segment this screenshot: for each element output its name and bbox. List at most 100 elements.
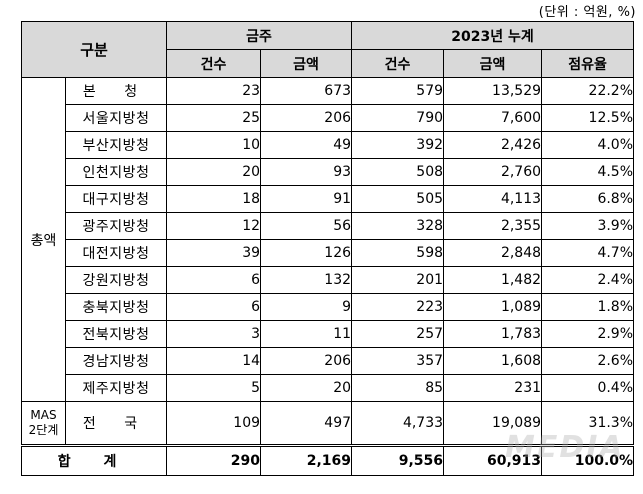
week-amount-cell: 206: [260, 347, 353, 375]
table-row: 인천지방청 20 93 508 2,760 4.5%: [22, 158, 635, 186]
group-mas-label-line1: MAS: [30, 408, 57, 422]
cum-amount-cell: 1,482: [443, 266, 543, 294]
region-cell: 대구지방청: [64, 185, 168, 213]
region-cell: 대전지방청: [64, 239, 168, 267]
cum-count-cell: 357: [351, 347, 445, 375]
week-amount-cell: 49: [260, 131, 353, 159]
cum-count-cell: 223: [351, 293, 445, 321]
table-row: 강원지방청 6 132 201 1,482 2.4%: [22, 266, 635, 294]
week-count-cell: 25: [166, 104, 262, 132]
week-count-cell: 39: [166, 239, 262, 267]
cum-amount-cell: 2,355: [443, 212, 543, 240]
share-cell: 4.5%: [541, 158, 635, 186]
share-cell: 6.8%: [541, 185, 635, 213]
header-cum-count: 건수: [351, 49, 445, 78]
share-cell: 22.2%: [541, 77, 635, 105]
week-amount-cell: 126: [260, 239, 353, 267]
share-cell: 0.4%: [541, 374, 635, 402]
cum-count-cell: 508: [351, 158, 445, 186]
week-amount-cell: 11: [260, 320, 353, 348]
cum-amount-cell: 19,089: [443, 401, 543, 446]
week-count-cell: 18: [166, 185, 262, 213]
table-row: 제주지방청 5 20 85 231 0.4%: [22, 374, 635, 402]
cum-count-cell: 4,733: [351, 401, 445, 446]
header-week-amount: 금액: [260, 49, 353, 78]
week-count-cell: 14: [166, 347, 262, 375]
total-cum-amount: 60,913: [443, 444, 543, 476]
cum-count-cell: 598: [351, 239, 445, 267]
cum-amount-cell: 2,848: [443, 239, 543, 267]
share-cell: 4.0%: [541, 131, 635, 159]
header-week-count: 건수: [166, 49, 262, 78]
table-row: 광주지방청 12 56 328 2,355 3.9%: [22, 212, 635, 240]
week-count-cell: 5: [166, 374, 262, 402]
region-cell: 서울지방청: [64, 104, 168, 132]
week-amount-cell: 93: [260, 158, 353, 186]
table-row: 대전지방청 39 126 598 2,848 4.7%: [22, 239, 635, 267]
cum-amount-cell: 13,529: [443, 77, 543, 105]
week-count-cell: 23: [166, 77, 262, 105]
header-cumulative: 2023년 누계: [351, 21, 635, 50]
cum-amount-cell: 7,600: [443, 104, 543, 132]
share-cell: 3.9%: [541, 212, 635, 240]
cum-count-cell: 85: [351, 374, 445, 402]
week-count-cell: 6: [166, 266, 262, 294]
cum-count-cell: 201: [351, 266, 445, 294]
table-row: MAS 2단계 전 국 109 497 4,733 19,089 31.3%: [21, 401, 635, 446]
cum-count-cell: 505: [351, 185, 445, 213]
week-amount-cell: 56: [260, 212, 353, 240]
region-cell: 부산지방청: [64, 131, 168, 159]
table-row: 전북지방청 3 11 257 1,783 2.9%: [22, 320, 635, 348]
region-cell: 광주지방청: [64, 212, 168, 240]
share-cell: 12.5%: [541, 104, 635, 132]
table-row: 부산지방청 10 49 392 2,426 4.0%: [22, 131, 635, 159]
region-cell: 강원지방청: [64, 266, 168, 294]
cum-count-cell: 579: [351, 77, 445, 105]
table-row: 대구지방청 18 91 505 4,113 6.8%: [22, 185, 635, 213]
region-cell: 인천지방청: [64, 158, 168, 186]
table-row: 총액 본 청 23 673 579 13,529 22.2%: [21, 77, 635, 402]
region-cell: 전 국: [64, 401, 168, 446]
week-count-cell: 20: [166, 158, 262, 186]
week-count-cell: 6: [166, 293, 262, 321]
share-cell: 2.9%: [541, 320, 635, 348]
region-cell: 전북지방청: [64, 320, 168, 348]
group-total-label: 총액: [21, 77, 66, 402]
header-gubun: 구분: [20, 21, 168, 78]
cum-count-cell: 328: [351, 212, 445, 240]
group-mas-label-line2: 2단계: [28, 423, 59, 437]
cum-amount-cell: 1,089: [443, 293, 543, 321]
share-cell: 1.8%: [541, 293, 635, 321]
cum-amount-cell: 1,608: [443, 347, 543, 375]
share-cell: 2.4%: [541, 266, 635, 294]
share-cell: 4.7%: [541, 239, 635, 267]
cum-amount-cell: 1,783: [443, 320, 543, 348]
region-cell: 경남지방청: [64, 347, 168, 375]
total-cum-count: 9,556: [351, 444, 445, 476]
table-row: 경남지방청 14 206 357 1,608 2.6%: [22, 347, 635, 375]
header-cum-amount: 금액: [443, 49, 543, 78]
week-count-cell: 3: [166, 320, 262, 348]
week-count-cell: 109: [166, 401, 262, 446]
group-mas-label: MAS 2단계: [21, 401, 66, 446]
total-week-amount: 2,169: [260, 444, 353, 476]
week-amount-cell: 9: [260, 293, 353, 321]
region-cell: 제주지방청: [64, 374, 168, 402]
procurement-table: 구분 금주 2023년 누계 건수 금액 건수 금액 점유율 총액 본 청 23…: [20, 21, 635, 476]
unit-note: (단위 : 억원, %): [538, 5, 636, 20]
share-cell: 2.6%: [541, 347, 635, 375]
cum-count-cell: 257: [351, 320, 445, 348]
share-cell: 31.3%: [541, 401, 635, 446]
cum-amount-cell: 4,113: [443, 185, 543, 213]
total-label: 합 계: [20, 444, 168, 476]
table-row: 서울지방청 25 206 790 7,600 12.5%: [22, 104, 635, 132]
cum-count-cell: 790: [351, 104, 445, 132]
header-share: 점유율: [541, 49, 635, 78]
week-amount-cell: 673: [260, 77, 353, 105]
total-share: 100.0%: [541, 444, 635, 476]
week-amount-cell: 206: [260, 104, 353, 132]
total-week-count: 290: [166, 444, 262, 476]
week-amount-cell: 91: [260, 185, 353, 213]
week-count-cell: 10: [166, 131, 262, 159]
cum-amount-cell: 2,426: [443, 131, 543, 159]
